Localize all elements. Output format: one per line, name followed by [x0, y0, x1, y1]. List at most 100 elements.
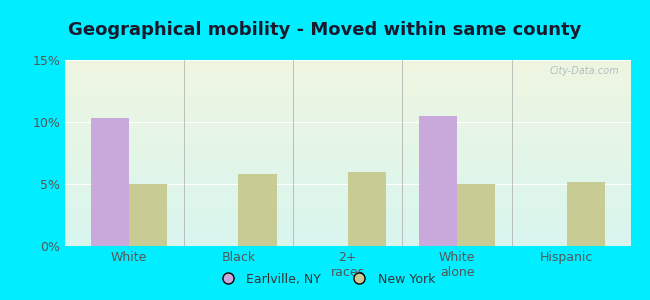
Bar — [65, 157, 630, 158]
Bar — [65, 72, 630, 73]
Bar — [65, 124, 630, 125]
Bar — [65, 107, 630, 108]
Bar — [65, 155, 630, 156]
Bar — [65, 98, 630, 99]
Bar — [65, 195, 630, 196]
Bar — [129, 184, 167, 246]
Bar — [65, 158, 630, 159]
Bar — [65, 130, 630, 131]
Bar — [65, 230, 630, 231]
Bar — [65, 140, 630, 141]
Bar — [65, 64, 630, 66]
Bar — [65, 83, 630, 84]
Bar — [65, 233, 630, 234]
Bar — [65, 185, 630, 187]
Bar — [65, 240, 630, 241]
Bar — [65, 199, 630, 200]
Bar — [65, 68, 630, 69]
Bar — [65, 99, 630, 100]
Bar — [65, 209, 630, 210]
Bar — [65, 143, 630, 144]
Bar — [65, 198, 630, 199]
Bar — [65, 197, 630, 198]
Bar — [65, 94, 630, 95]
Bar — [65, 188, 630, 189]
Bar — [65, 116, 630, 117]
Bar — [65, 193, 630, 194]
Bar — [65, 207, 630, 208]
Bar — [65, 131, 630, 132]
Text: Geographical mobility - Moved within same county: Geographical mobility - Moved within sam… — [68, 21, 582, 39]
Bar — [65, 216, 630, 217]
Bar — [65, 161, 630, 162]
Bar — [65, 115, 630, 116]
Bar — [65, 170, 630, 171]
Bar — [65, 201, 630, 202]
Bar — [65, 236, 630, 237]
Bar — [65, 101, 630, 102]
Bar — [65, 192, 630, 193]
Bar — [65, 90, 630, 91]
Bar — [65, 163, 630, 164]
Bar — [65, 212, 630, 214]
Bar — [65, 222, 630, 223]
Bar — [65, 196, 630, 197]
Bar — [457, 184, 495, 246]
Bar — [65, 95, 630, 96]
Bar — [65, 110, 630, 111]
Bar — [65, 87, 630, 88]
Bar — [65, 204, 630, 205]
Bar — [65, 126, 630, 127]
Bar — [567, 182, 604, 246]
Bar — [65, 208, 630, 209]
Bar — [65, 226, 630, 227]
Bar — [65, 96, 630, 97]
Bar — [65, 133, 630, 134]
Bar — [65, 144, 630, 145]
Bar — [65, 147, 630, 148]
Bar — [65, 63, 630, 64]
Bar — [65, 169, 630, 170]
Bar — [65, 74, 630, 75]
Bar — [65, 123, 630, 124]
Bar — [65, 151, 630, 152]
Bar — [65, 111, 630, 112]
Bar — [65, 215, 630, 216]
Bar — [65, 183, 630, 184]
Bar — [65, 128, 630, 129]
Bar — [65, 235, 630, 236]
Bar — [65, 77, 630, 78]
Bar — [419, 116, 457, 246]
Bar — [65, 164, 630, 165]
Bar — [65, 227, 630, 228]
Bar — [65, 173, 630, 174]
Bar — [65, 104, 630, 105]
Bar — [65, 176, 630, 177]
Bar — [65, 223, 630, 224]
Bar — [65, 242, 630, 243]
Bar — [65, 203, 630, 204]
Bar — [65, 67, 630, 68]
Bar — [65, 148, 630, 149]
Bar — [65, 146, 630, 147]
Bar — [65, 237, 630, 238]
Bar — [65, 229, 630, 230]
Bar — [65, 150, 630, 151]
Bar — [65, 180, 630, 181]
Bar — [65, 92, 630, 94]
Bar — [65, 127, 630, 128]
Bar — [65, 118, 630, 119]
Bar — [65, 103, 630, 104]
Bar — [65, 70, 630, 71]
Bar — [65, 139, 630, 140]
Bar — [65, 174, 630, 175]
Bar — [65, 224, 630, 225]
Bar — [65, 221, 630, 222]
Bar — [65, 241, 630, 242]
Bar — [65, 238, 630, 239]
Bar — [65, 109, 630, 110]
Bar — [65, 88, 630, 89]
Bar — [65, 91, 630, 92]
Bar — [65, 75, 630, 76]
Bar — [65, 125, 630, 126]
